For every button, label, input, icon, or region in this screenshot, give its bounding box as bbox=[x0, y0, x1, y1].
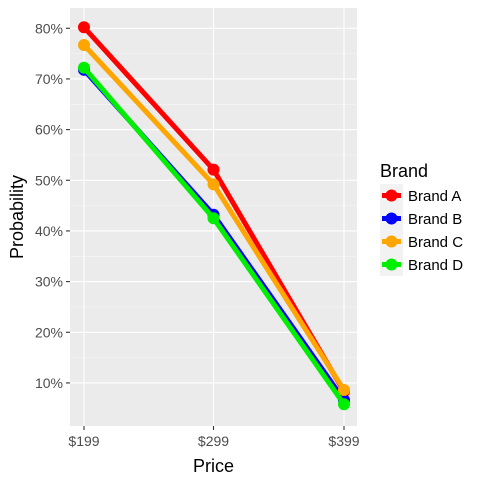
legend-key-point bbox=[385, 235, 398, 248]
y-tick-label: 60% bbox=[35, 122, 63, 138]
x-axis: $199 $299 $399 bbox=[68, 426, 360, 449]
legend-item: Brand A bbox=[380, 184, 461, 207]
x-tick-label: $399 bbox=[328, 433, 359, 449]
legend: Brand Brand A Brand B Brand C Brand D bbox=[380, 161, 463, 276]
data-point bbox=[338, 398, 350, 411]
y-tick-label: 10% bbox=[35, 375, 63, 391]
legend-title: Brand bbox=[380, 161, 428, 181]
y-axis-title: Probability bbox=[7, 175, 27, 259]
legend-item: Brand B bbox=[380, 207, 462, 230]
data-point bbox=[78, 38, 90, 51]
x-tick-label: $199 bbox=[68, 433, 99, 449]
legend-key-point bbox=[385, 189, 398, 202]
data-point bbox=[207, 212, 220, 225]
y-tick-label: 30% bbox=[35, 274, 63, 290]
legend-item: Brand D bbox=[380, 253, 463, 276]
data-point bbox=[78, 21, 90, 34]
data-point bbox=[338, 384, 350, 397]
gridlines bbox=[70, 8, 357, 426]
y-axis: 10% 20% 30% 40% 50% 60% 70% 80% bbox=[35, 20, 70, 391]
y-tick-label: 20% bbox=[35, 324, 63, 340]
legend-item: Brand C bbox=[380, 230, 463, 253]
series-brand-c bbox=[78, 38, 350, 397]
data-point bbox=[207, 163, 220, 176]
legend-label: Brand B bbox=[408, 211, 462, 228]
legend-label: Brand A bbox=[408, 188, 461, 205]
data-point bbox=[207, 178, 220, 191]
x-tick-label: $299 bbox=[198, 433, 229, 449]
y-tick-label: 70% bbox=[35, 71, 63, 87]
legend-label: Brand C bbox=[408, 234, 463, 251]
y-tick-label: 80% bbox=[35, 20, 63, 36]
series-layer bbox=[78, 21, 350, 411]
series-brand-d bbox=[78, 61, 350, 411]
y-tick-label: 50% bbox=[35, 172, 63, 188]
legend-label: Brand D bbox=[408, 257, 463, 274]
x-axis-title: Price bbox=[193, 456, 234, 476]
legend-key-point bbox=[385, 258, 398, 271]
legend-key-point bbox=[385, 212, 398, 225]
y-tick-label: 40% bbox=[35, 223, 63, 239]
data-point bbox=[78, 61, 90, 74]
